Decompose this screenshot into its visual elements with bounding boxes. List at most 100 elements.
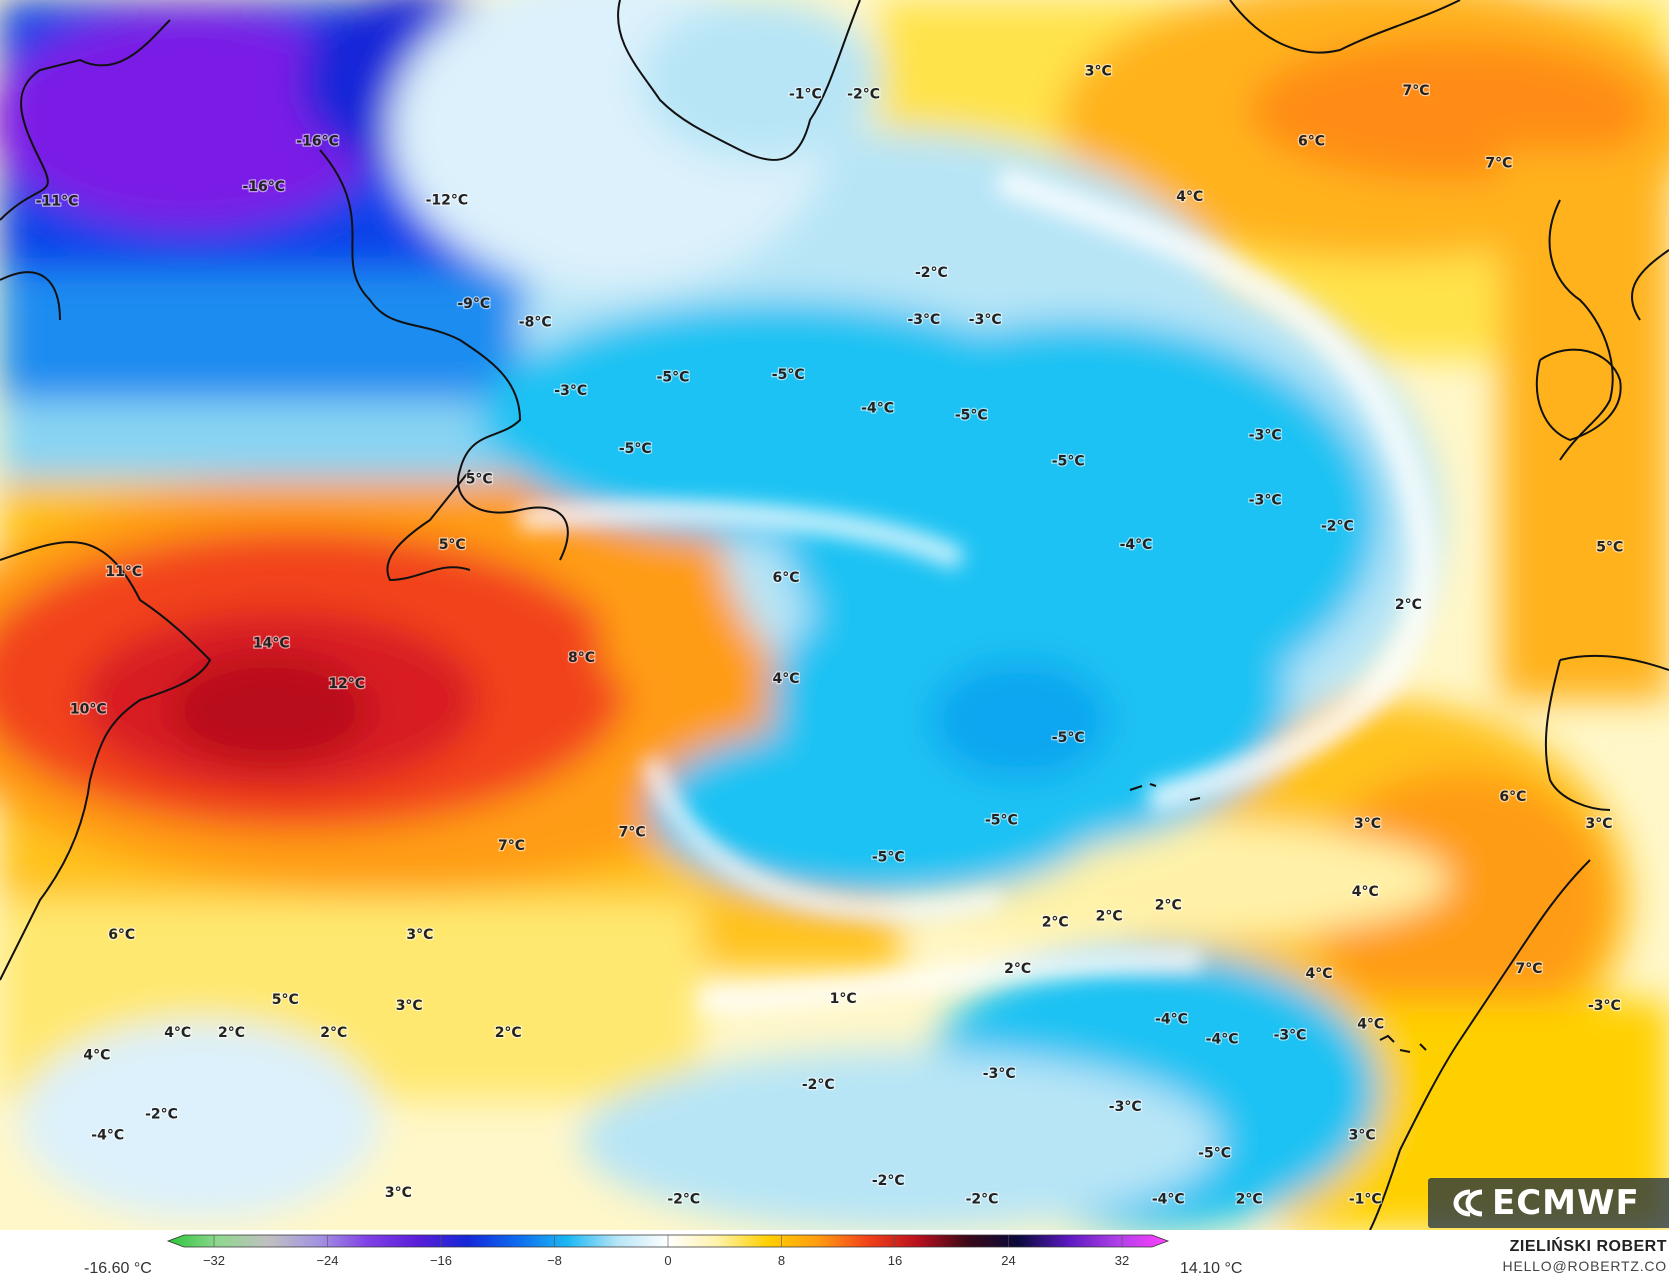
temperature-label: 4°C — [1357, 1017, 1384, 1033]
temperature-label: -3°C — [1109, 1099, 1142, 1115]
temperature-label: -11°C — [36, 194, 79, 210]
temperature-label: 3°C — [396, 998, 423, 1014]
author-credit: ZIELIŃSKI ROBERT HELLO@ROBERTZ.CO — [1503, 1238, 1667, 1274]
temperature-label: 5°C — [439, 537, 466, 553]
iberia-coast — [1544, 654, 1669, 811]
temperature-label: 5°C — [466, 472, 493, 488]
europe-coast — [1229, 0, 1669, 461]
temperature-label: -2°C — [872, 1173, 905, 1189]
neutral-bands — [518, 166, 1438, 1012]
temperature-label: -4°C — [1155, 1012, 1188, 1028]
temperature-label: 3°C — [1085, 63, 1112, 79]
azores-islands — [1129, 783, 1201, 801]
temperature-label: -2°C — [802, 1077, 835, 1093]
temperature-label: -3°C — [983, 1066, 1016, 1082]
north-america-coast — [0, 19, 569, 981]
temperature-label: -16°C — [296, 134, 339, 150]
temperature-label: 5°C — [272, 992, 299, 1008]
temperature-label: -4°C — [1152, 1191, 1185, 1207]
temperature-label: 7°C — [619, 825, 646, 841]
temperature-label: -9°C — [457, 296, 490, 312]
temperature-label: 6°C — [108, 927, 135, 943]
temperature-anomaly-map: -16°C -16°C -11°C -12°C -9°C -8°C -3°C -5°C 5°C -… — [0, 0, 1669, 1230]
greenland-coast — [617, 0, 861, 161]
temperature-label: -2°C — [966, 1191, 999, 1207]
colorbar-tick-label: −32 — [203, 1253, 225, 1268]
legend-footer: -16.60 °C −32 −24 −16 −8 0 8 16 24 32 14.10 °C Z… — [0, 1230, 1669, 1287]
temperature-label: 3°C — [1354, 816, 1381, 832]
temperature-label: 1°C — [830, 991, 857, 1007]
temperature-label: 2°C — [1042, 915, 1069, 931]
temperature-label: -4°C — [1120, 537, 1153, 553]
temperature-label: -1°C — [1349, 1191, 1382, 1207]
temperature-label: 4°C — [83, 1047, 110, 1063]
temperature-label: -12°C — [426, 193, 469, 209]
temperature-label: 7°C — [1402, 83, 1429, 99]
ecmwf-logo-icon — [1453, 1189, 1483, 1217]
temperature-label: -3°C — [969, 312, 1002, 328]
temperature-label: -3°C — [554, 383, 587, 399]
colorbar-tick-label: 8 — [778, 1253, 785, 1268]
temperature-label: -5°C — [619, 441, 652, 457]
africa-coast — [1369, 859, 1591, 1230]
temperature-label: -5°C — [1198, 1146, 1231, 1162]
colorbar: −32 −24 −16 −8 0 8 16 24 32 — [166, 1234, 1170, 1268]
temperature-label: -16°C — [243, 179, 286, 195]
temperature-label: 2°C — [1155, 897, 1182, 913]
temperature-label: 7°C — [1515, 961, 1542, 977]
colorbar-tick-label: 32 — [1115, 1253, 1129, 1268]
temperature-label: 2°C — [1096, 908, 1123, 924]
temperature-label: 2°C — [320, 1025, 347, 1041]
field-minimum: -16.60 °C — [84, 1260, 152, 1277]
ecmwf-logo: ECMWF — [1428, 1178, 1669, 1228]
temperature-label: 12°C — [328, 676, 365, 692]
temperature-label: 2°C — [218, 1025, 245, 1041]
temperature-label: 8°C — [568, 650, 595, 666]
temperature-label: -2°C — [915, 265, 948, 281]
temperature-label: -4°C — [1206, 1031, 1239, 1047]
temperature-label: 10°C — [70, 702, 107, 718]
temperature-label: 4°C — [1352, 884, 1379, 900]
temperature-label: 11°C — [105, 564, 142, 580]
temperature-label: 4°C — [772, 671, 799, 687]
author-name: ZIELIŃSKI ROBERT — [1509, 1238, 1667, 1255]
temperature-label: -8°C — [519, 314, 552, 330]
temperature-label: -5°C — [772, 367, 805, 383]
temperature-label: 4°C — [1305, 966, 1332, 982]
temperature-label: -3°C — [1274, 1028, 1307, 1044]
temperature-label: -3°C — [1588, 998, 1621, 1014]
temperature-label: -2°C — [1321, 518, 1354, 534]
temperature-label: -3°C — [1249, 493, 1282, 509]
temperature-label: -5°C — [1052, 453, 1085, 469]
temperature-label: 14°C — [253, 635, 290, 651]
colorbar-tick-label: 16 — [888, 1253, 902, 1268]
temperature-field — [0, 0, 1669, 1230]
temperature-label: -5°C — [955, 408, 988, 424]
temperature-labels: -16°C -16°C -11°C -12°C -9°C -8°C -3°C -5°C 5°C -… — [35, 62, 1625, 1209]
temperature-label: -5°C — [985, 812, 1018, 828]
temperature-label: 2°C — [1004, 961, 1031, 977]
temperature-label: -3°C — [907, 312, 940, 328]
temperature-label: 7°C — [1485, 156, 1512, 172]
temperature-label: 3°C — [385, 1185, 412, 1201]
temperature-label: -5°C — [1052, 730, 1085, 746]
temperature-label: 6°C — [1499, 789, 1526, 805]
colorbar-ticks: −32 −24 −16 −8 0 8 16 24 32 — [203, 1235, 1129, 1268]
temperature-label: 2°C — [1236, 1191, 1263, 1207]
temperature-label: -5°C — [872, 849, 905, 865]
temperature-label: 5°C — [1596, 539, 1623, 555]
temperature-label: 4°C — [164, 1025, 191, 1041]
colorbar-tick-label: 0 — [664, 1253, 671, 1268]
ecmwf-logo-text: ECMWF — [1492, 1183, 1640, 1223]
canary-islands — [1379, 1034, 1427, 1053]
temperature-label: -3°C — [1249, 427, 1282, 443]
colorbar-tick-label: −16 — [430, 1253, 452, 1268]
ireland-coast — [1535, 348, 1622, 442]
field-maximum: 14.10 °C — [1180, 1260, 1243, 1277]
temperature-label: 2°C — [495, 1025, 522, 1041]
temperature-label: -2°C — [667, 1191, 700, 1207]
temperature-label: -5°C — [657, 370, 690, 386]
colorbar-tick-label: 24 — [1001, 1253, 1015, 1268]
author-email: HELLO@ROBERTZ.CO — [1502, 1258, 1667, 1274]
temperature-label: -1°C — [789, 87, 822, 103]
